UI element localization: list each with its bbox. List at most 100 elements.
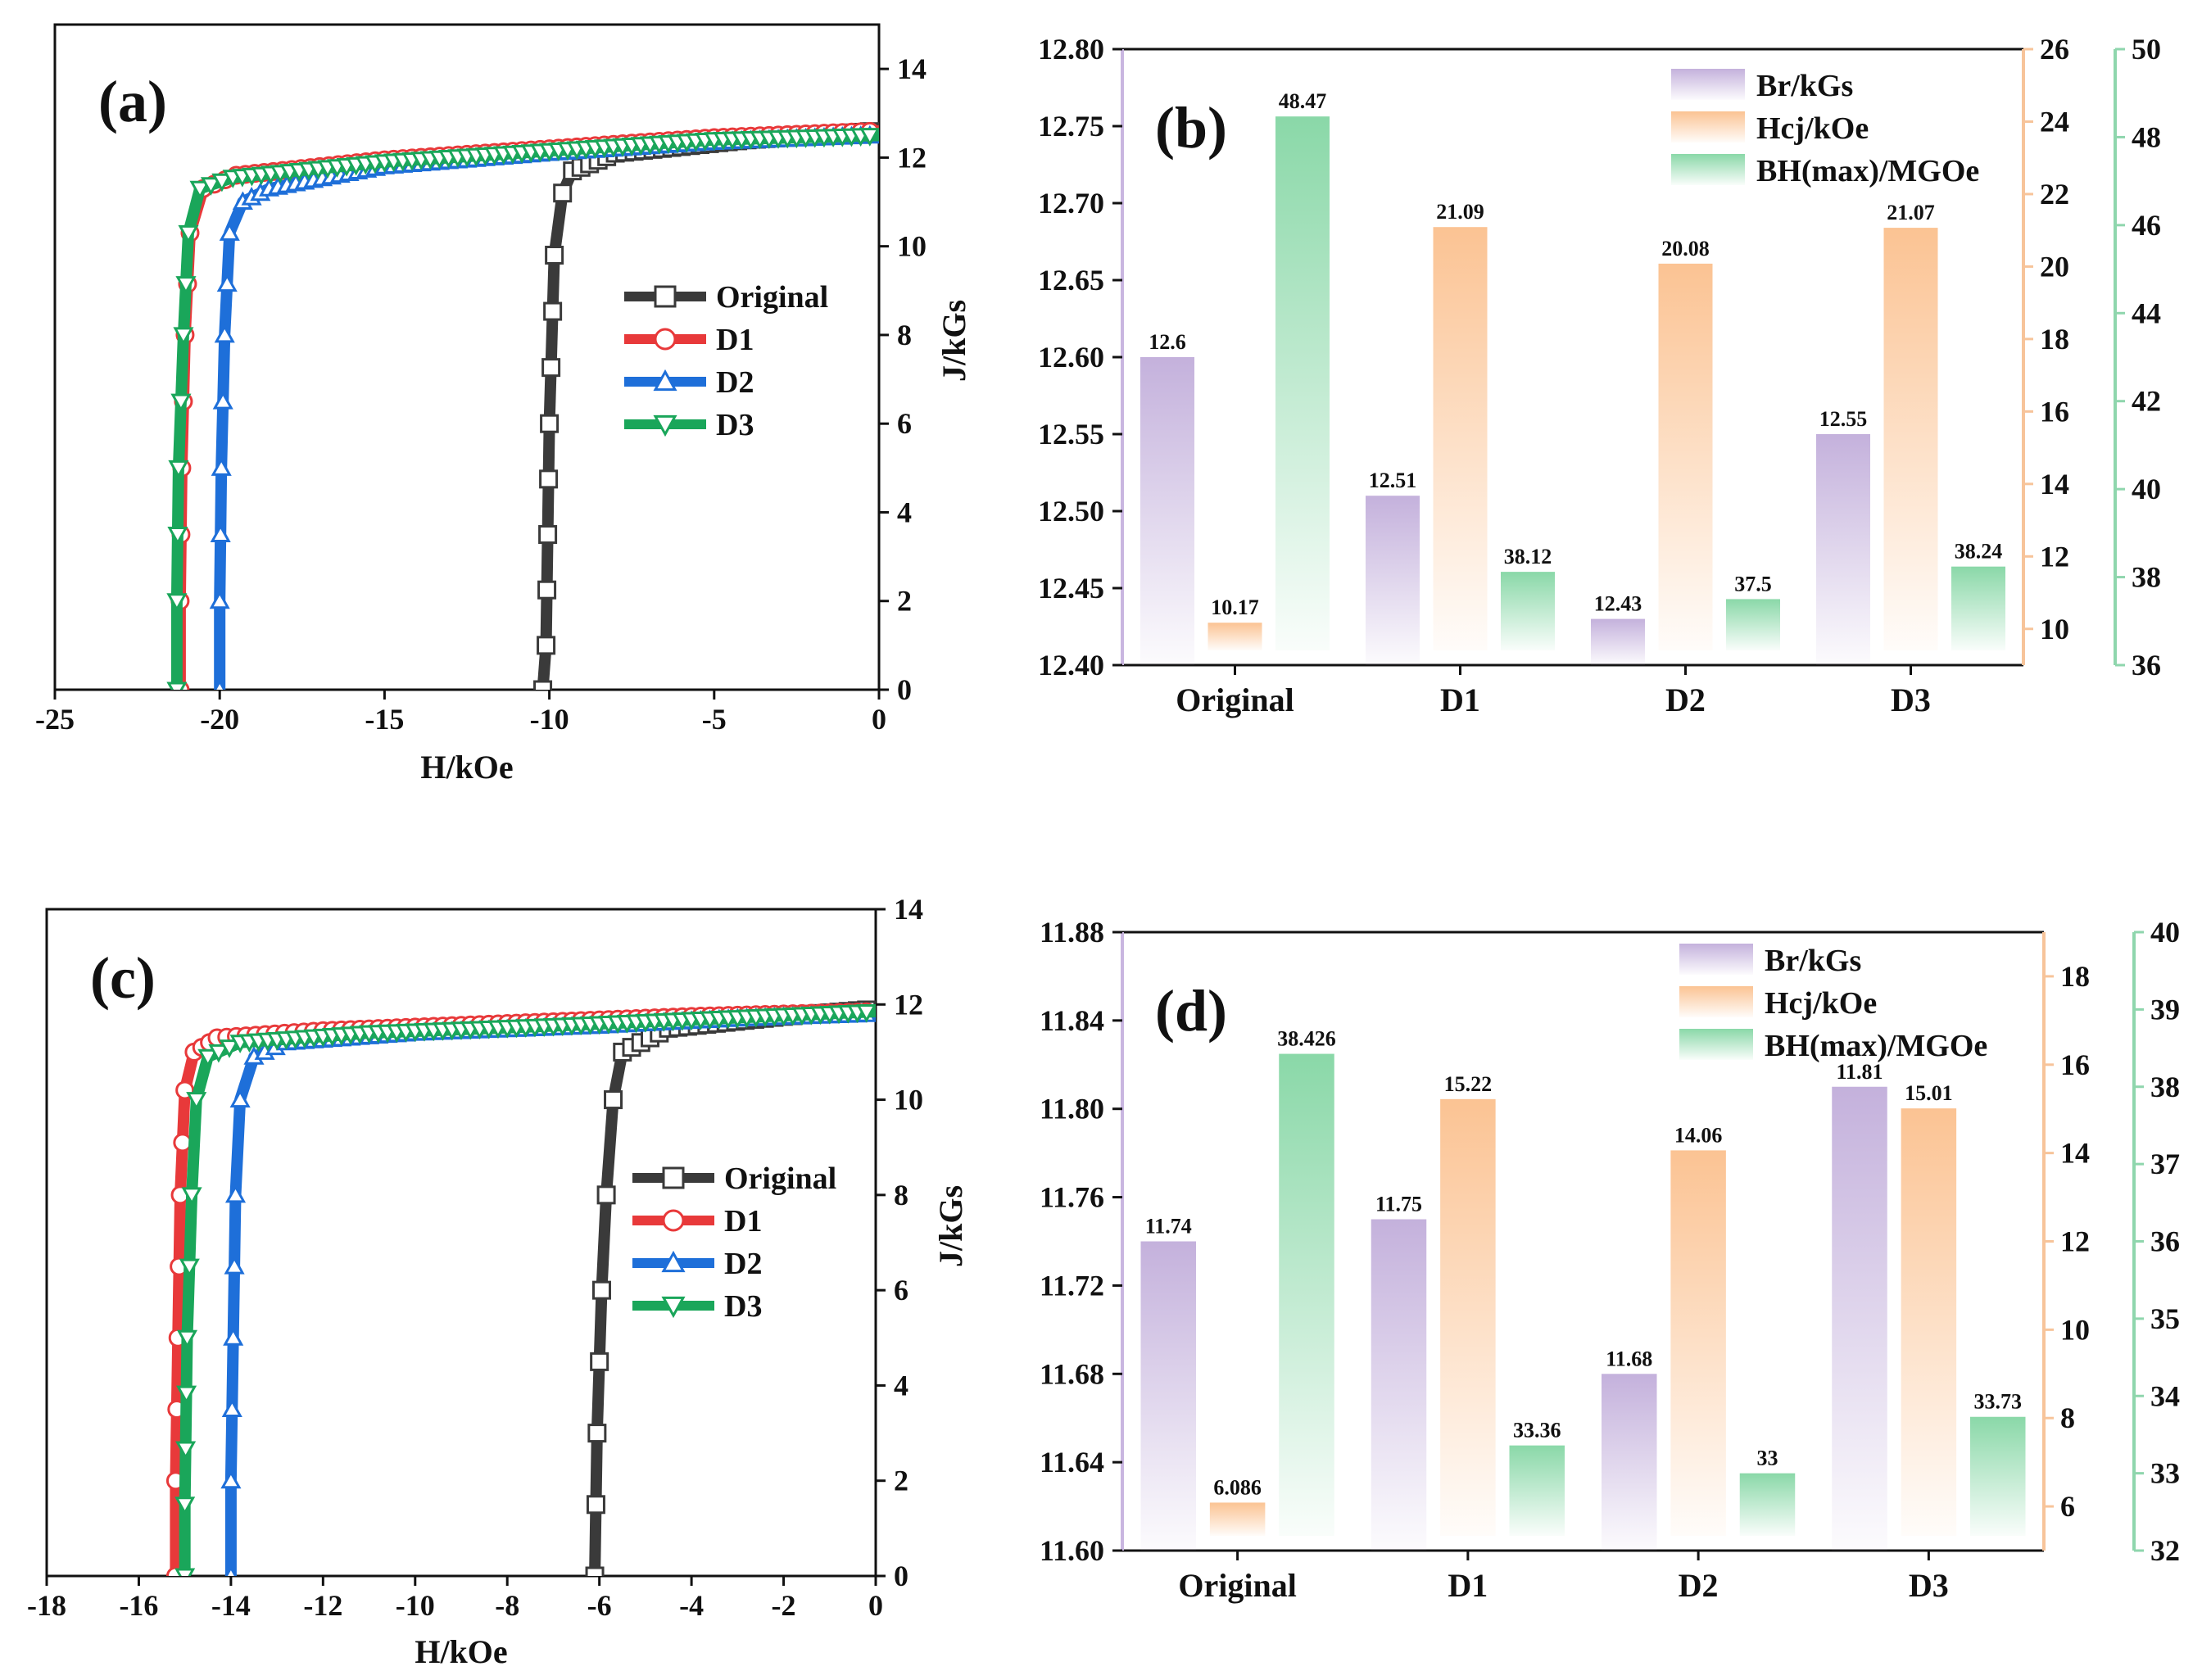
legend-label-original: Original [724, 1162, 836, 1196]
triangle-up-marker [210, 523, 231, 543]
bh-tick-label: 50 [2132, 33, 2161, 66]
x-tick-label: -10 [396, 1589, 435, 1622]
br-tick-label: 12.45 [1038, 572, 1104, 605]
br-tick-label: 12.40 [1038, 649, 1104, 682]
data-label: 11.74 [1145, 1215, 1192, 1238]
y-tick-label: 6 [894, 1274, 908, 1306]
br-bar [1832, 1086, 1887, 1551]
data-label: 38.24 [1955, 540, 2003, 564]
triangle-down-marker [178, 224, 199, 244]
hcj-tick-label: 14 [2040, 468, 2069, 500]
data-label: 10.17 [1211, 595, 1259, 619]
square-marker [541, 358, 561, 378]
hcj-tick-label: 12 [2060, 1225, 2090, 1258]
br-tick-label: 12.50 [1038, 495, 1104, 528]
x-tick-label: -10 [530, 703, 569, 736]
data-label: 15.22 [1444, 1072, 1493, 1096]
br-tick-label: 12.60 [1038, 341, 1104, 374]
data-label: 12.43 [1594, 592, 1642, 616]
br-tick-label: 11.68 [1040, 1357, 1104, 1390]
triangle-up-marker [219, 222, 240, 241]
data-label: 20.08 [1661, 237, 1710, 260]
bh-tick-label: 36 [2150, 1225, 2180, 1258]
circle-marker [654, 328, 677, 351]
bh-bar [1739, 1473, 1796, 1536]
br-bar [1816, 434, 1870, 665]
bh-tick-label: 33 [2150, 1457, 2180, 1490]
hcj-tick-label: 14 [2060, 1137, 2090, 1170]
y-tick-label: 8 [897, 319, 912, 351]
x-tick-label: -20 [200, 703, 239, 736]
square-marker [596, 1185, 616, 1205]
triangle-down-marker [175, 276, 197, 295]
hcj-tick-label: 26 [2040, 33, 2069, 66]
plot-area [165, 1000, 876, 1576]
series-line-d3 [170, 129, 879, 690]
triangle-up-marker [213, 678, 226, 690]
triangle-down-marker [197, 1048, 219, 1068]
plot-frame [53, 23, 881, 691]
hcj-tick-label: 22 [2040, 178, 2069, 211]
panel-c-line-chart: -18 -16 -14 -12 -10 -8 -6 -4 -2 00 2 4 6 8 10 12 14 H/kOe… [27, 893, 969, 1670]
legend-swatch [1679, 1029, 1753, 1060]
category-label: D3 [1891, 682, 1931, 718]
triangle-up-marker [224, 1565, 238, 1576]
data-label: 37.5 [1734, 572, 1772, 595]
plot-frame [45, 908, 877, 1578]
x-tick-label: -5 [702, 703, 727, 736]
data-label: 48.47 [1279, 89, 1327, 113]
category-label: D1 [1448, 1567, 1488, 1604]
square-marker [654, 285, 677, 308]
x-tick-label: -4 [679, 1589, 704, 1622]
bh-tick-label: 48 [2132, 120, 2161, 153]
br-tick-label: 11.64 [1040, 1446, 1104, 1478]
triangle-up-marker [221, 1398, 242, 1417]
square-marker [538, 525, 558, 545]
square-marker [539, 469, 559, 489]
triangle-down-marker [186, 1092, 207, 1111]
panel-label: (a) [98, 69, 167, 134]
y-tick-label: 12 [897, 141, 927, 174]
triangle-up-marker [216, 273, 238, 292]
hcj-bar [1207, 623, 1262, 650]
legend-label: BH(max)/MGOe [1756, 154, 1979, 188]
legend-label-d3: D3 [716, 408, 754, 442]
legend-label: Hcj/kOe [1765, 986, 1877, 1021]
x-tick-label: -16 [119, 1589, 158, 1622]
triangle-down-marker [219, 1039, 240, 1058]
legend-label-d2: D2 [716, 365, 754, 400]
br-tick-label: 11.80 [1040, 1093, 1104, 1125]
hcj-tick-label: 20 [2040, 250, 2069, 283]
x-tick-label: -25 [35, 703, 75, 736]
bh-bar [1970, 1416, 2026, 1536]
square-marker [587, 1424, 607, 1443]
legend-swatch [1679, 986, 1753, 1017]
triangle-down-marker [166, 593, 188, 612]
data-label: 14.06 [1674, 1123, 1723, 1147]
legend-label-d3: D3 [724, 1289, 762, 1324]
hcj-tick-label: 18 [2040, 323, 2069, 355]
br-tick-label: 11.72 [1040, 1269, 1104, 1302]
x-tick-label: -15 [365, 703, 404, 736]
hcj-bar [1883, 228, 1938, 651]
square-marker [591, 1280, 611, 1300]
square-marker [590, 1352, 609, 1371]
x-tick-label: -6 [587, 1589, 612, 1622]
triangle-up-marker [224, 1255, 245, 1275]
triangle-down-marker [175, 1385, 197, 1405]
triangle-down-marker [189, 180, 211, 200]
y-tick-label: 8 [894, 1179, 908, 1211]
data-label: 11.75 [1375, 1193, 1422, 1216]
hcj-bar [1658, 263, 1713, 650]
bh-bar [1501, 572, 1555, 650]
triangle-down-marker [653, 414, 677, 437]
legend-label: BH(max)/MGOe [1765, 1029, 1987, 1063]
x-tick-label: -2 [772, 1589, 796, 1622]
panel-label: (b) [1155, 95, 1227, 161]
legend-label: Br/kGs [1756, 69, 1853, 103]
bh-tick-label: 35 [2150, 1302, 2180, 1335]
bh-tick-label: 36 [2132, 649, 2161, 682]
bh-tick-label: 39 [2150, 993, 2180, 1026]
triangle-down-marker [856, 1004, 876, 1023]
triangle-up-marker [224, 1184, 247, 1203]
